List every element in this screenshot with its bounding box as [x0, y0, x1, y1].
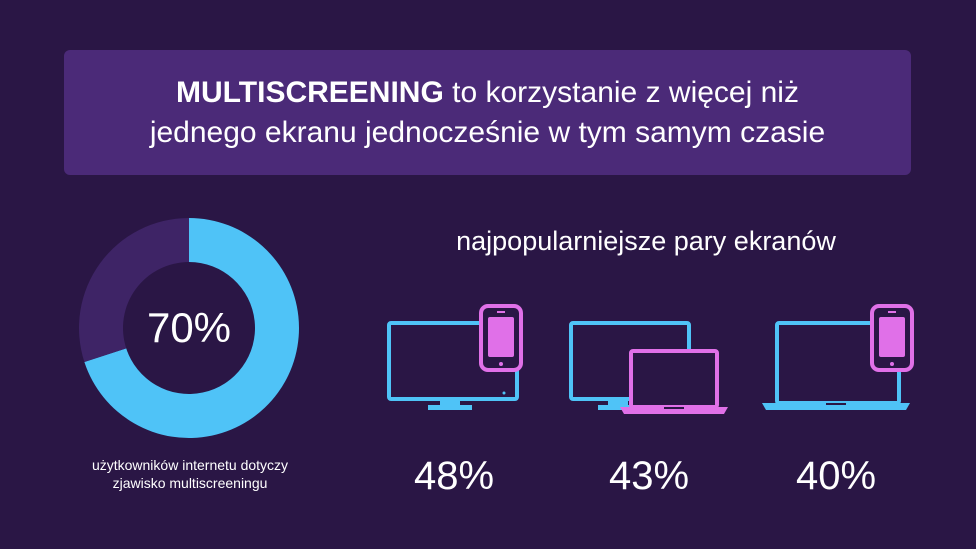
pair-3-percent: 40%: [795, 454, 877, 498]
phone-icon: [870, 304, 914, 372]
donut-segment-main: [84, 218, 299, 438]
banner-line-1-rest: to korzystanie z więcej niż: [443, 75, 799, 109]
pair-tv-laptop: [569, 321, 728, 414]
title-banner: MULTISCREENING to korzystanie z więcej n…: [64, 50, 911, 175]
donut-segment-rest: [78, 218, 189, 362]
donut-caption: użytkowników internetu dotyczy zjawisko …: [40, 456, 340, 492]
banner-strong: MULTISCREENING: [176, 75, 444, 109]
pair-1-percent: 48%: [413, 454, 495, 498]
banner-line-1: MULTISCREENING to korzystanie z więcej n…: [176, 73, 799, 113]
pairs-title: najpopularniejsze pary ekranów: [456, 226, 836, 256]
donut-caption-line-1: użytkowników internetu dotyczy: [91, 457, 289, 473]
pair-laptop-phone: [762, 304, 914, 410]
laptop-icon: [620, 349, 728, 414]
pair-2-percent: 43%: [608, 454, 690, 498]
banner-line-2: jednego ekranu jednocześnie w tym samym …: [149, 115, 826, 149]
pair-tv-phone: [387, 304, 523, 410]
donut-svg: [78, 218, 299, 438]
donut-chart: 70%: [78, 217, 300, 439]
donut-percent-label: 70%: [146, 304, 232, 351]
donut-caption-line-2: zjawisko multiscreeningu: [112, 475, 268, 491]
phone-icon: [479, 304, 523, 372]
